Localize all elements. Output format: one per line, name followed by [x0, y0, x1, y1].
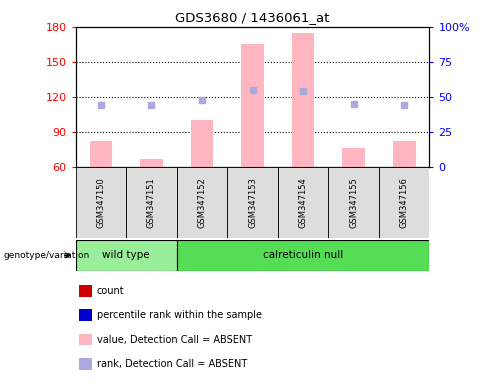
Bar	[76, 167, 126, 238]
Bar	[393, 141, 416, 167]
Text: GSM347154: GSM347154	[299, 177, 307, 228]
Text: genotype/variation: genotype/variation	[4, 251, 90, 260]
Bar	[79, 285, 92, 296]
Bar	[241, 45, 264, 167]
Text: GSM347150: GSM347150	[97, 177, 105, 228]
Text: percentile rank within the sample: percentile rank within the sample	[97, 310, 262, 320]
Text: rank, Detection Call = ABSENT: rank, Detection Call = ABSENT	[97, 359, 247, 369]
Text: GSM347152: GSM347152	[198, 177, 206, 228]
Text: value, Detection Call = ABSENT: value, Detection Call = ABSENT	[97, 334, 252, 344]
Bar	[79, 309, 92, 321]
Bar	[328, 167, 379, 238]
Bar	[177, 167, 227, 238]
Text: count: count	[97, 286, 124, 296]
Title: GDS3680 / 1436061_at: GDS3680 / 1436061_at	[175, 11, 330, 24]
Bar	[79, 334, 92, 346]
Bar	[177, 240, 429, 271]
Bar	[227, 167, 278, 238]
Bar	[126, 167, 177, 238]
Text: GSM347155: GSM347155	[349, 177, 358, 228]
Bar	[278, 167, 328, 238]
Bar	[140, 159, 163, 167]
Text: GSM347156: GSM347156	[400, 177, 408, 228]
Bar	[76, 240, 177, 271]
Bar	[89, 141, 112, 167]
Text: wild type: wild type	[102, 250, 150, 260]
Bar	[191, 120, 213, 167]
Bar	[379, 167, 429, 238]
Bar	[292, 33, 314, 167]
Text: calreticulin null: calreticulin null	[263, 250, 343, 260]
Bar	[79, 358, 92, 370]
Text: GSM347151: GSM347151	[147, 177, 156, 228]
Bar	[342, 148, 365, 167]
Text: GSM347153: GSM347153	[248, 177, 257, 228]
